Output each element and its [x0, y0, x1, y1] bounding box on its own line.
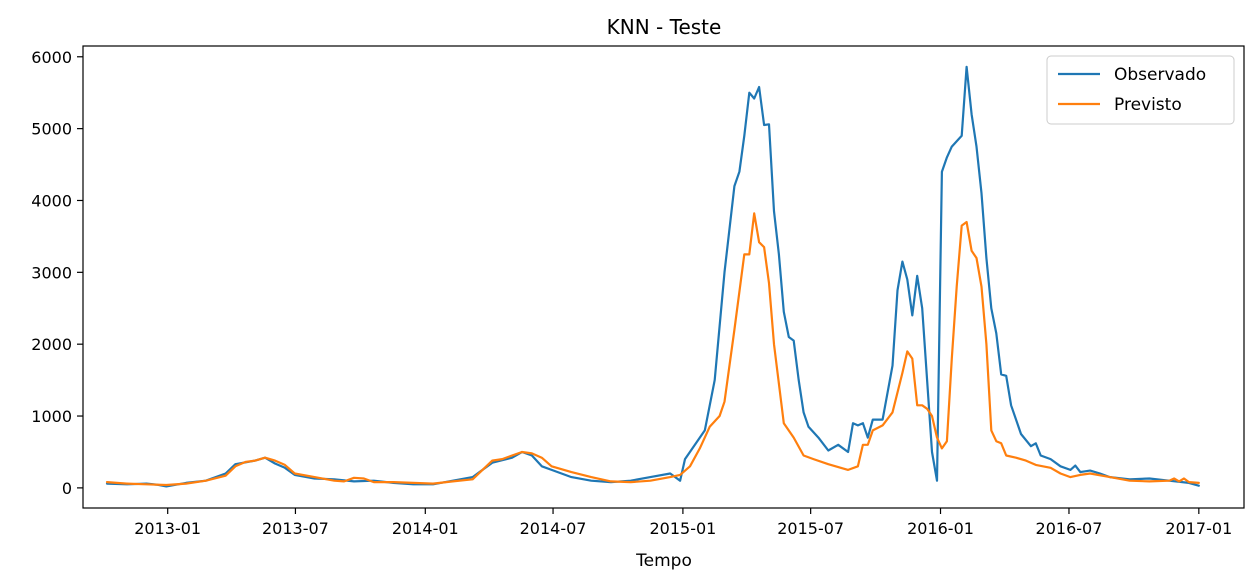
- y-axis: 0 1000 2000 3000 4000 5000 6000: [31, 48, 83, 498]
- x-tick-label: 2016-01: [907, 519, 974, 538]
- x-axis: 2013-01 2013-07 2014-01 2014-07 2015-01 2015-…: [134, 508, 1232, 538]
- chart-title: KNN - Teste: [607, 15, 722, 39]
- plot-frame: [82, 45, 1245, 509]
- y-tick-label: 5000: [31, 120, 72, 139]
- y-tick-label: 3000: [31, 263, 72, 282]
- x-tick-label: 2013-01: [134, 519, 201, 538]
- y-tick-label: 1000: [31, 407, 72, 426]
- x-tick-label: 2014-01: [392, 519, 459, 538]
- x-tick-label: 2015-01: [649, 519, 716, 538]
- x-tick-label: 2013-07: [262, 519, 329, 538]
- legend-label-previsto: Previsto: [1114, 95, 1182, 115]
- legend-label-observado: Observado: [1114, 65, 1206, 85]
- x-tick-label: 2016-07: [1036, 519, 1103, 538]
- series-line-previsto: [105, 212, 1200, 487]
- y-tick-label: 4000: [31, 191, 72, 210]
- x-tick-label: 2014-07: [520, 519, 587, 538]
- series-line-observado: [105, 65, 1200, 488]
- series-layer: [105, 65, 1200, 488]
- y-tick-label: 6000: [31, 48, 72, 67]
- x-tick-label: 2015-07: [777, 519, 844, 538]
- x-tick-label: 2017-01: [1165, 519, 1232, 538]
- y-tick-label: 2000: [31, 335, 72, 354]
- x-axis-label: Tempo: [635, 551, 692, 571]
- legend: Observado Previsto: [1046, 55, 1235, 125]
- y-tick-label: 0: [62, 479, 72, 498]
